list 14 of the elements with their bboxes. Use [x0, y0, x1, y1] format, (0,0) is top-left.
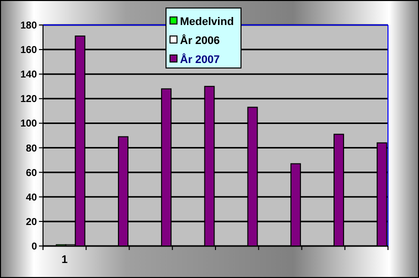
- legend-label: Medelvind: [180, 16, 234, 28]
- x-tick-label: 1: [62, 254, 68, 266]
- y-tick-label: 0: [31, 242, 38, 252]
- y-tick-label: 100: [20, 118, 38, 130]
- y-tick-label: 140: [20, 70, 38, 81]
- y-tick-label: 20: [26, 216, 38, 228]
- legend-label: År 2007: [180, 52, 220, 66]
- y-tick-label: 160: [20, 45, 38, 56]
- y-tick-label: 180: [20, 20, 38, 32]
- y-tick-label: 40: [26, 192, 38, 204]
- y-tick-label: 80: [26, 143, 38, 154]
- legend-label: År 2006: [180, 34, 220, 47]
- y-tick-label: 60: [26, 168, 38, 179]
- y-tick-label: 120: [20, 94, 38, 106]
